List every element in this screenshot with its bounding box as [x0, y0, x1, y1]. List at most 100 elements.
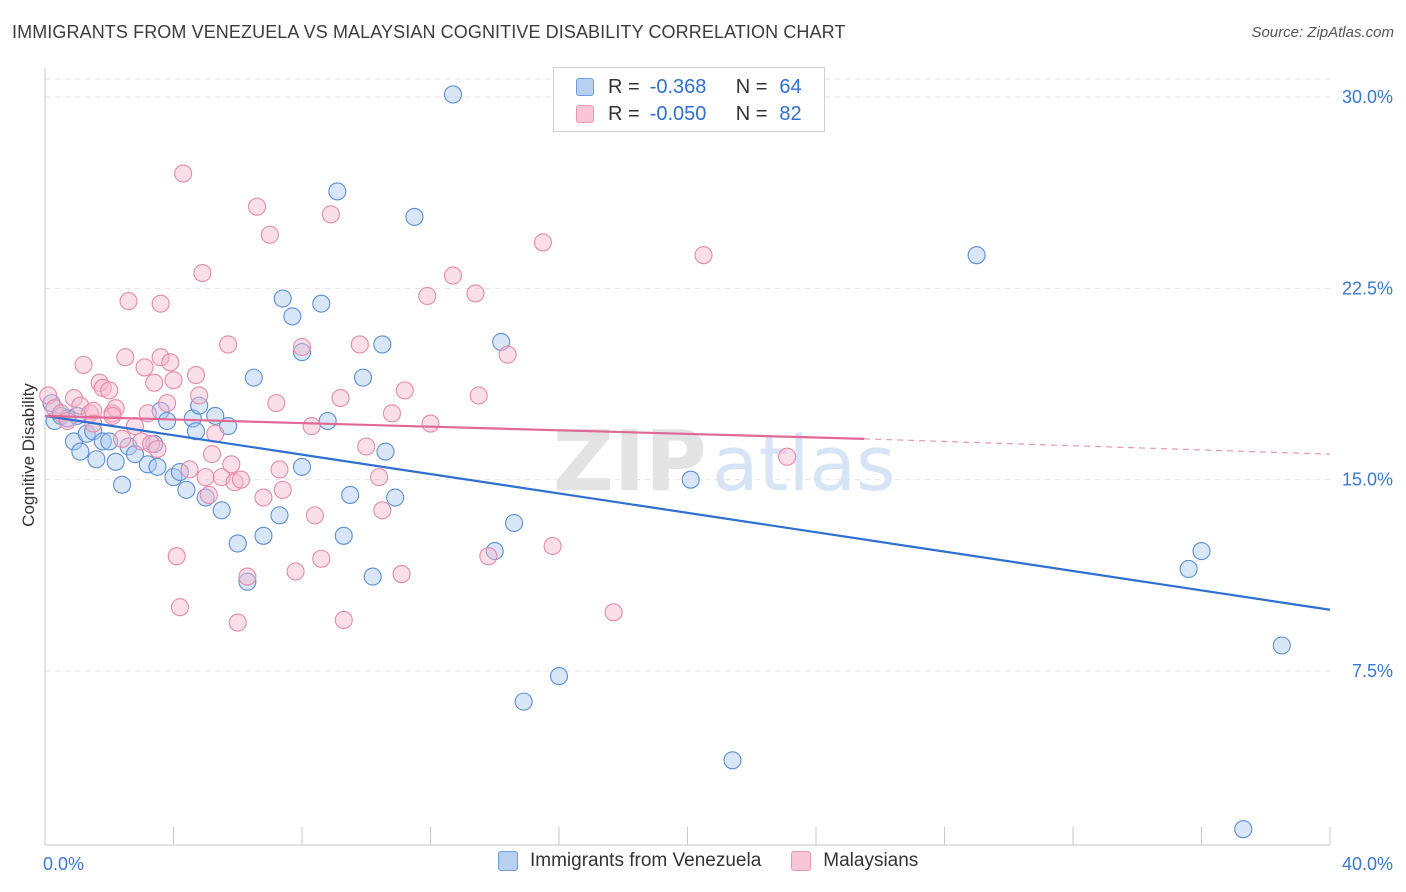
data-point-venezuela	[148, 457, 167, 476]
data-point-venezuela	[190, 396, 209, 415]
data-point-malaysian	[479, 547, 498, 566]
tick-labels: 7.5% 15.0% 22.5% 30.0% 0.0% 40.0%	[43, 87, 1393, 874]
series-legend-venezuela: Immigrants from Venezuela	[498, 850, 761, 872]
data-point-malaysian	[443, 266, 463, 285]
data-point-venezuela	[1272, 636, 1291, 655]
data-point-venezuela	[967, 246, 986, 265]
data-point-venezuela	[254, 526, 273, 545]
series-malaysian-points	[39, 164, 797, 632]
grid-lines	[45, 78, 1330, 672]
data-point-malaysian	[196, 468, 215, 487]
data-point-venezuela	[292, 457, 312, 476]
series-legend: Immigrants from Venezuela Malaysians	[498, 850, 948, 872]
data-point-malaysian	[286, 562, 305, 581]
data-point-venezuela	[106, 452, 125, 471]
data-point-venezuela	[334, 526, 353, 545]
data-point-venezuela	[405, 207, 424, 226]
data-point-malaysian	[533, 233, 552, 252]
data-point-malaysian	[222, 455, 241, 474]
data-point-malaysian	[170, 598, 189, 617]
data-point-venezuela	[292, 343, 312, 362]
trend-line-malaysian	[44, 414, 865, 440]
x-tick-label: 0.0%	[43, 854, 84, 874]
data-point-malaysian	[418, 286, 437, 306]
data-point-venezuela	[244, 368, 263, 387]
data-point-venezuela	[443, 85, 463, 104]
data-point-malaysian	[331, 388, 350, 408]
data-point-malaysian	[119, 292, 138, 311]
legend-row-venezuela: R = -0.368 N = 64	[576, 74, 802, 100]
data-point-malaysian	[145, 373, 164, 392]
data-point-venezuela	[273, 289, 292, 308]
data-point-malaysian	[151, 294, 170, 313]
legend-r-value: -0.050	[649, 102, 707, 125]
data-point-malaysian	[321, 205, 340, 224]
data-point-venezuela	[312, 294, 331, 313]
data-point-venezuela	[228, 534, 247, 553]
data-point-malaysian	[370, 468, 389, 487]
series-swatch-malaysian	[791, 851, 812, 871]
data-point-malaysian	[135, 358, 154, 377]
x-tick-label: 40.0%	[1342, 854, 1393, 874]
source-attribution: Source: ZipAtlas.com	[1251, 24, 1394, 41]
data-point-malaysian	[151, 348, 170, 367]
data-point-venezuela	[318, 411, 337, 431]
data-point-venezuela	[113, 475, 132, 494]
series-label-venezuela: Immigrants from Venezuela	[530, 850, 762, 871]
data-point-malaysian	[350, 335, 369, 354]
correlation-legend: R = -0.368 N = 64 R = -0.050 N = 82	[553, 67, 825, 132]
legend-n-value: 82	[779, 102, 802, 125]
data-point-malaysian	[312, 549, 331, 568]
data-point-malaysian	[180, 460, 199, 479]
data-point-malaysian	[466, 284, 485, 303]
data-point-malaysian	[421, 414, 440, 433]
data-point-malaysian	[267, 394, 286, 413]
data-point-malaysian	[254, 488, 273, 507]
data-point-venezuela	[1179, 559, 1198, 579]
data-point-venezuela	[504, 513, 524, 533]
data-point-venezuela	[681, 470, 700, 489]
data-point-malaysian	[543, 536, 562, 556]
data-point-malaysian	[373, 501, 392, 520]
series-swatch-venezuela	[498, 851, 518, 871]
data-point-malaysian	[186, 366, 206, 385]
data-point-malaysian	[604, 603, 623, 622]
data-point-venezuela	[87, 450, 106, 469]
data-point-malaysian	[778, 447, 797, 466]
legend-r-label: R =	[608, 75, 640, 98]
data-point-venezuela	[328, 182, 347, 201]
data-point-venezuela	[283, 307, 302, 326]
data-point-malaysian	[100, 381, 119, 400]
trend-lines	[44, 414, 1331, 611]
data-point-malaysian	[302, 417, 321, 436]
data-point-venezuela	[158, 411, 177, 431]
y-tick-label: 22.5%	[1342, 278, 1393, 298]
data-point-venezuela	[363, 567, 382, 586]
watermark: ZIP atlas	[553, 412, 896, 510]
data-point-malaysian	[190, 386, 209, 405]
data-point-malaysian	[193, 263, 212, 283]
data-point-malaysian	[167, 547, 186, 566]
data-point-malaysian	[231, 470, 251, 489]
data-point-venezuela	[1234, 820, 1253, 839]
legend-row-malaysian: R = -0.050 N = 82	[576, 101, 802, 127]
data-point-venezuela	[376, 442, 395, 461]
legend-swatch-venezuela	[576, 78, 594, 96]
data-point-malaysian	[219, 335, 238, 354]
data-point-malaysian	[164, 371, 183, 390]
data-point-malaysian	[148, 440, 167, 459]
data-point-malaysian	[74, 355, 93, 374]
data-point-malaysian	[116, 348, 135, 367]
y-tick-label: 7.5%	[1352, 661, 1393, 681]
data-point-venezuela	[196, 488, 215, 507]
watermark-atlas: atlas	[712, 419, 896, 508]
axes	[44, 68, 1331, 846]
data-point-malaysian	[203, 445, 222, 464]
y-tick-label: 30.0%	[1342, 87, 1393, 107]
legend-r-value: -0.368	[649, 75, 707, 98]
data-point-malaysian	[125, 417, 144, 436]
data-point-malaysian	[247, 197, 267, 216]
data-point-venezuela	[270, 506, 289, 525]
data-point-malaysian	[469, 386, 488, 405]
